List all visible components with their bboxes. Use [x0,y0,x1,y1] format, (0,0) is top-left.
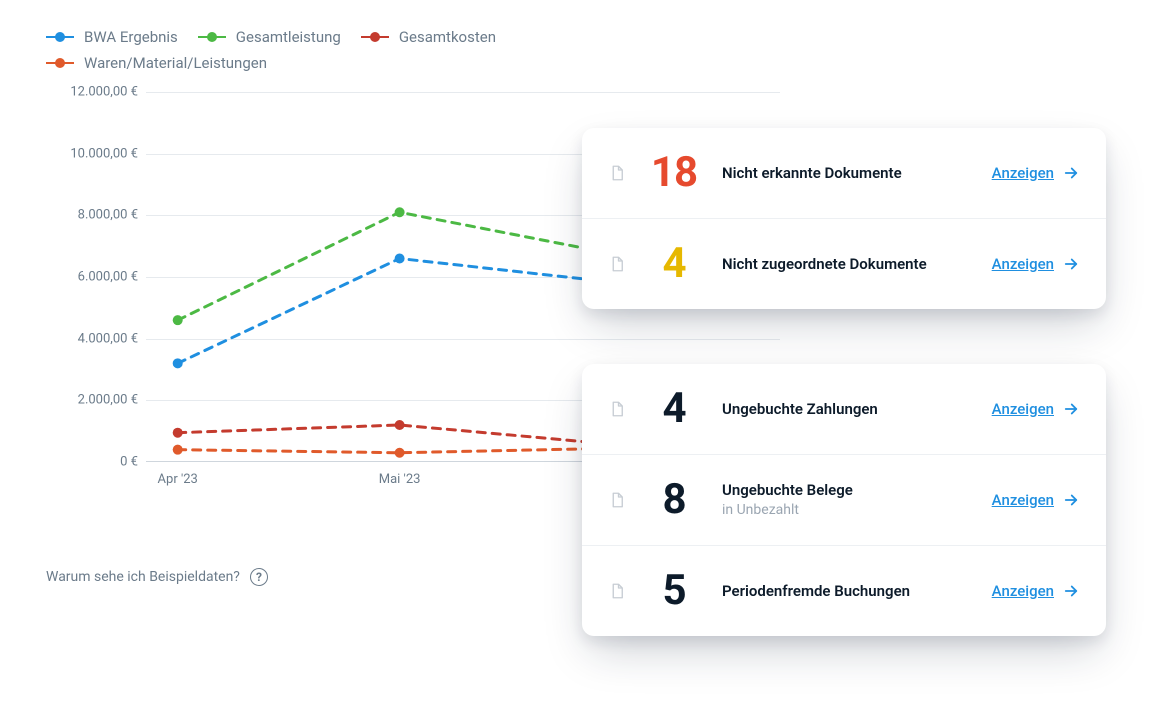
status-row: 18 Nicht erkannte Dokumente Anzeigen [582,128,1106,218]
help-icon[interactable]: ? [250,568,268,586]
y-tick-label: 8.000,00 € [78,208,138,223]
arrow-right-icon [1062,164,1080,182]
document-icon [608,398,626,420]
document-icon [608,398,626,420]
document-icon [608,580,626,602]
x-tick-label: Apr '23 [158,472,198,487]
y-tick-label: 0 € [120,455,138,470]
status-count: 8 [644,479,704,521]
status-count: 4 [644,243,704,285]
status-row: 5 Periodenfremde Buchungen Anzeigen [582,545,1106,636]
series-marker-bwa [173,358,183,368]
y-tick-label: 10.000,00 € [70,146,138,161]
status-row: 8 Ungebuchte Belegein Unbezahlt Anzeigen [582,454,1106,545]
document-icon [608,253,626,275]
status-count: 18 [644,152,704,194]
arrow-right-icon [1062,255,1080,273]
y-axis-labels: 12.000,00 €10.000,00 €8.000,00 €6.000,00… [46,92,138,512]
why-text: Warum sehe ich Beispieldaten? [46,569,240,585]
y-tick-label: 6.000,00 € [78,270,138,285]
document-icon [608,489,626,511]
document-icon [608,162,626,184]
show-link[interactable]: Anzeigen [992,255,1080,273]
series-marker-kosten [395,420,405,430]
legend-item-bwa[interactable]: BWA Ergebnis [46,28,178,46]
document-icon [608,489,626,511]
document-icon [608,580,626,602]
arrow-right-icon [1062,582,1080,600]
arrow-right-icon [1062,400,1080,418]
series-marker-waren [173,445,183,455]
show-link[interactable]: Anzeigen [992,400,1080,418]
series-marker-kosten [173,428,183,438]
series-marker-gesamt [395,207,405,217]
chart-legend: BWA Ergebnis Gesamtleistung Gesamtkosten… [46,28,606,72]
documents-card: 18 Nicht erkannte Dokumente Anzeigen 4 Nich… [582,128,1106,309]
document-icon [608,253,626,275]
y-tick-label: 4.000,00 € [78,331,138,346]
status-count: 5 [644,570,704,612]
status-subtitle: in Unbezahlt [722,501,974,520]
status-row: 4 Ungebuchte Zahlungen Anzeigen [582,364,1106,454]
legend-item-gesamtkosten[interactable]: Gesamtkosten [361,28,496,46]
legend-label: Waren/Material/Leistungen [84,54,267,72]
status-title: Ungebuchte Belegein Unbezahlt [722,480,974,519]
legend-label: Gesamtleistung [236,28,341,46]
legend-marker [46,62,74,64]
legend-marker [46,36,74,38]
arrow-right-icon [1062,491,1080,509]
legend-label: BWA Ergebnis [84,28,178,46]
series-marker-bwa [395,254,405,264]
y-tick-label: 12.000,00 € [70,85,138,100]
legend-label: Gesamtkosten [399,28,496,46]
bookings-card: 4 Ungebuchte Zahlungen Anzeigen 8 Ungebucht… [582,364,1106,636]
status-row: 4 Nicht zugeordnete Dokumente Anzeigen [582,218,1106,309]
y-tick-label: 2.000,00 € [78,393,138,408]
status-title: Periodenfremde Buchungen [722,581,974,601]
status-title: Nicht erkannte Dokumente [722,163,974,183]
series-marker-waren [395,448,405,458]
status-title: Ungebuchte Zahlungen [722,399,974,419]
show-link[interactable]: Anzeigen [992,164,1080,182]
legend-marker [361,36,389,38]
series-marker-gesamt [173,315,183,325]
document-icon [608,162,626,184]
show-link[interactable]: Anzeigen [992,582,1080,600]
status-count: 4 [644,388,704,430]
why-example-data[interactable]: Warum sehe ich Beispieldaten? ? [46,568,268,586]
legend-item-waren[interactable]: Waren/Material/Leistungen [46,54,267,72]
legend-item-gesamtleistung[interactable]: Gesamtleistung [198,28,341,46]
x-tick-label: Mai '23 [379,472,421,487]
show-link[interactable]: Anzeigen [992,491,1080,509]
status-title: Nicht zugeordnete Dokumente [722,254,974,274]
legend-marker [198,36,226,38]
